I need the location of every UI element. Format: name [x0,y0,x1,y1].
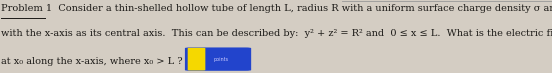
Text: at x₀ along the x-axis, where x₀ > L ?: at x₀ along the x-axis, where x₀ > L ? [1,57,183,66]
Text: with the x-axis as its central axis.  This can be described by:  y² + z² = R² an: with the x-axis as its central axis. Thi… [1,29,552,38]
Text: Problem 1  Consider a thin-shelled hollow tube of length L, radius R with a unif: Problem 1 Consider a thin-shelled hollow… [1,4,552,13]
FancyBboxPatch shape [188,48,205,70]
Text: points: points [213,57,229,62]
FancyBboxPatch shape [185,47,251,71]
